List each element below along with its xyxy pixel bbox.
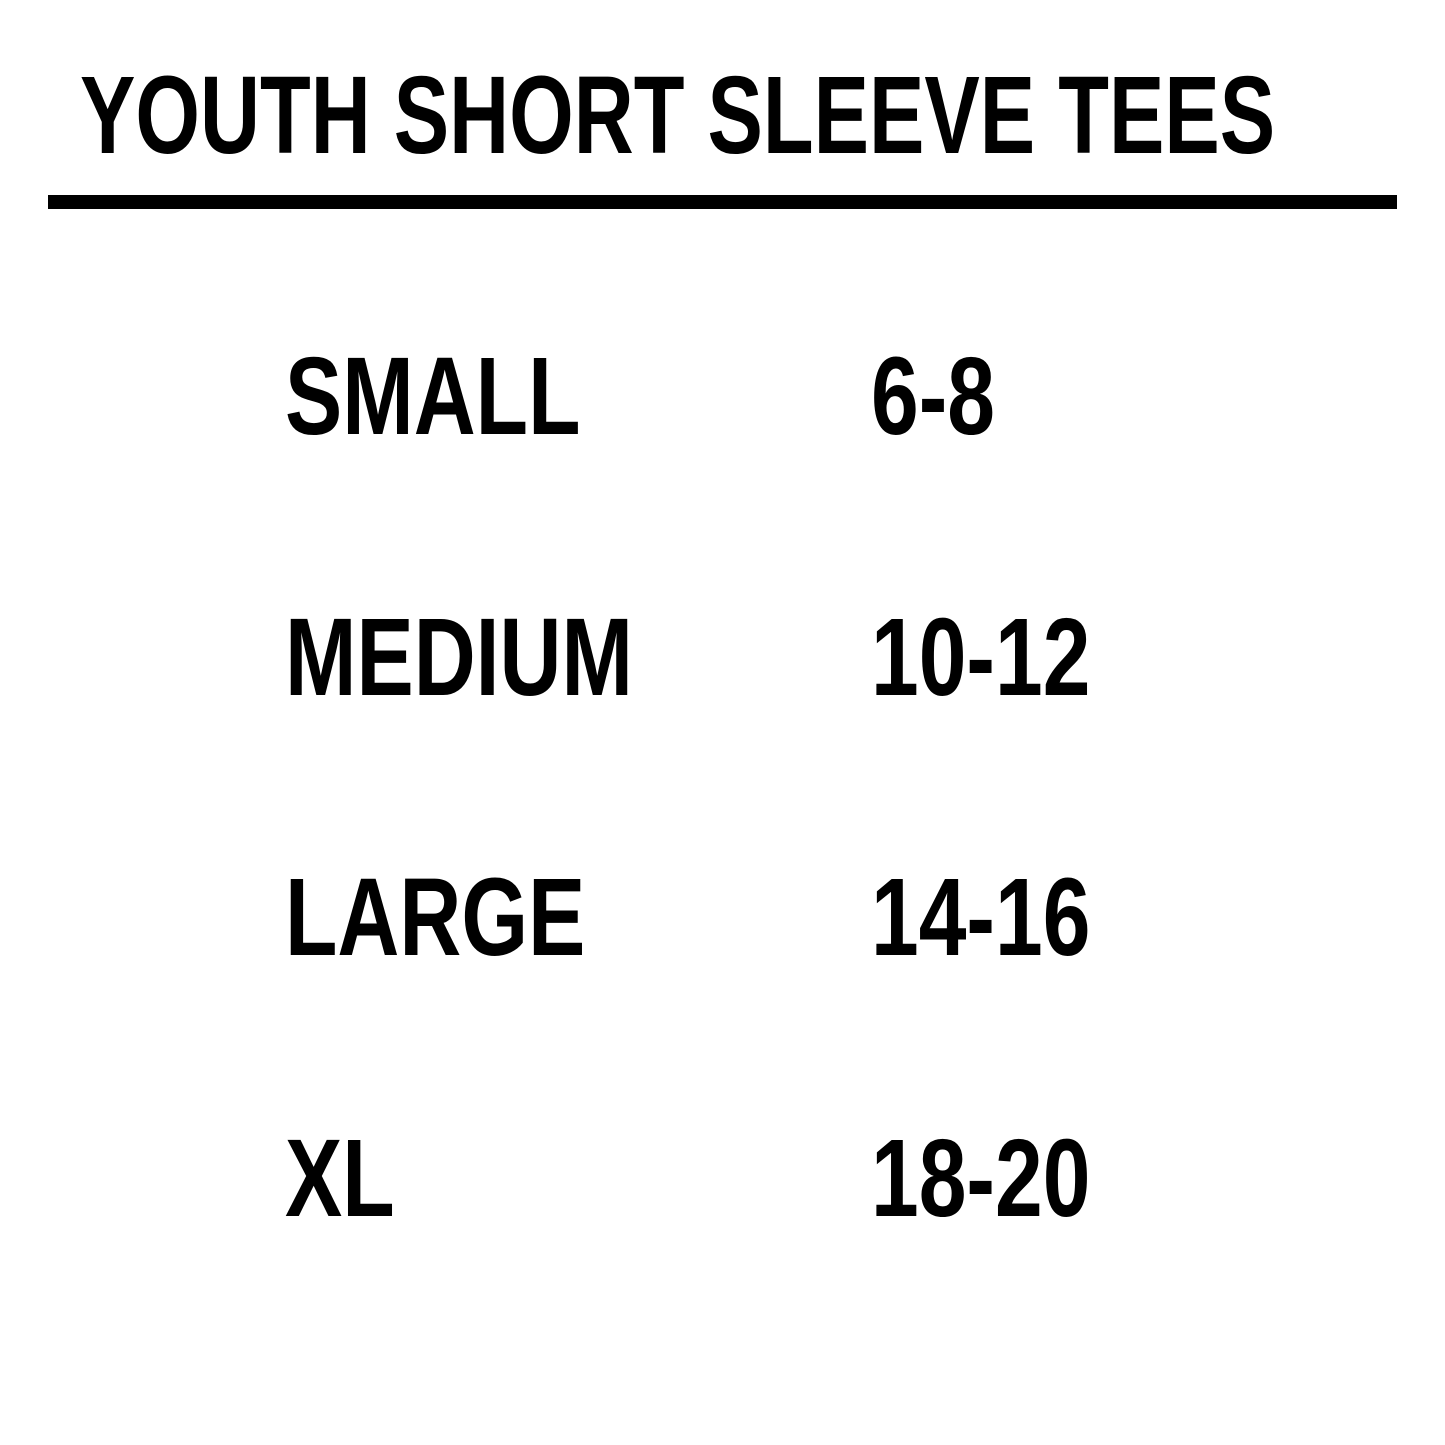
title-underline	[48, 195, 1397, 209]
page-title: YOUTH SHORT SLEEVE TEES	[80, 54, 1276, 177]
size-range-large: 14-16	[871, 856, 1091, 979]
size-label-medium: MEDIUM	[285, 596, 633, 719]
size-range-medium: 10-12	[871, 596, 1091, 719]
size-range-xl: 18-20	[871, 1117, 1091, 1240]
size-label-xl: XL	[285, 1117, 395, 1240]
size-range-small: 6-8	[871, 335, 996, 458]
size-label-large: LARGE	[285, 856, 586, 979]
size-label-small: SMALL	[285, 335, 581, 458]
